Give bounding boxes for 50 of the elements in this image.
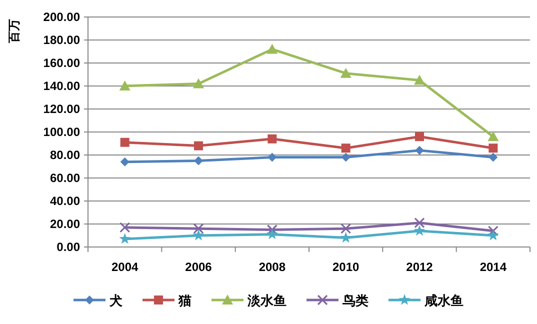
point bbox=[192, 230, 204, 240]
x-tick-label: 2004 bbox=[111, 260, 139, 274]
point bbox=[414, 218, 425, 228]
point bbox=[119, 232, 131, 244]
point bbox=[414, 74, 425, 85]
y-tick-label: 120.00 bbox=[43, 102, 80, 116]
point bbox=[194, 141, 203, 150]
point bbox=[415, 132, 424, 142]
y-tick-label: 100.00 bbox=[43, 125, 80, 139]
legend-label: 猫 bbox=[178, 293, 192, 308]
x-tick-label: 2014 bbox=[480, 260, 507, 274]
point bbox=[340, 232, 352, 243]
y-tick-label: 180.00 bbox=[43, 33, 80, 47]
y-tick-label: 140.00 bbox=[43, 79, 80, 93]
point bbox=[488, 226, 498, 236]
point bbox=[487, 230, 499, 240]
y-tick-label: 40.00 bbox=[50, 194, 80, 208]
y-tick-label: 60.00 bbox=[50, 171, 80, 185]
legend-label: 淡水鱼 bbox=[246, 293, 286, 308]
point bbox=[488, 152, 498, 162]
legend-label: 鸟类 bbox=[342, 293, 368, 308]
point bbox=[193, 78, 204, 88]
y-tick-label: 80.00 bbox=[50, 148, 80, 162]
point bbox=[414, 224, 426, 236]
point bbox=[340, 223, 352, 234]
point bbox=[268, 134, 277, 144]
point bbox=[193, 223, 204, 234]
x-tick-label: 2008 bbox=[258, 260, 286, 274]
point bbox=[194, 156, 203, 166]
point bbox=[120, 138, 130, 147]
point bbox=[119, 80, 130, 90]
point bbox=[341, 144, 350, 153]
y-tick-label: 20.00 bbox=[50, 217, 80, 231]
point bbox=[488, 144, 498, 153]
point bbox=[340, 68, 352, 78]
point bbox=[266, 228, 278, 240]
x-tick-label: 2012 bbox=[406, 260, 434, 274]
point bbox=[266, 44, 278, 54]
legend-label: 犬 bbox=[110, 293, 124, 308]
x-tick-label: 2010 bbox=[332, 260, 360, 274]
x-tick-label: 2006 bbox=[185, 260, 212, 274]
y-tick-label: 160.00 bbox=[43, 56, 80, 70]
point bbox=[120, 222, 130, 233]
point bbox=[120, 157, 130, 166]
point bbox=[488, 131, 499, 142]
y-tick-label: 200.00 bbox=[43, 10, 80, 24]
y-axis-title: 百万 bbox=[7, 19, 21, 44]
legend-label: 咸水鱼 bbox=[424, 293, 464, 308]
point bbox=[415, 146, 424, 155]
y-tick-label: 0.00 bbox=[56, 240, 80, 254]
